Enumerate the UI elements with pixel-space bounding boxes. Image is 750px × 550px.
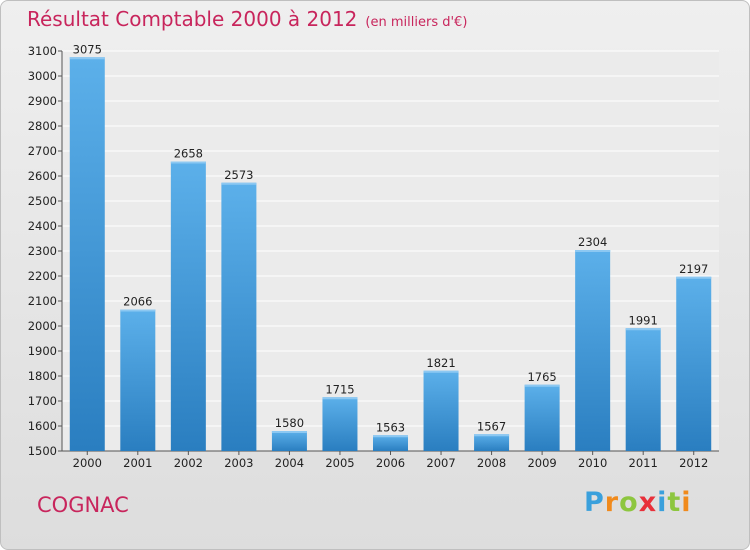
data-label-2003: 2573 — [224, 168, 253, 182]
y-tick-label: 2600 — [28, 169, 57, 183]
data-label-2000: 3075 — [73, 42, 102, 56]
data-label-2010: 2304 — [578, 235, 607, 249]
data-label-2005: 1715 — [325, 382, 354, 396]
y-tick-label: 2900 — [28, 94, 57, 108]
data-label-2009: 1765 — [527, 370, 556, 384]
bar-2011 — [625, 328, 661, 451]
x-tick-label-2002: 2002 — [174, 456, 203, 470]
grid-layer — [62, 50, 719, 452]
y-tick-label: 2400 — [28, 219, 57, 233]
bar-2000 — [69, 57, 105, 451]
bar-highlight — [322, 397, 358, 400]
bar-2002 — [170, 161, 206, 451]
logo-letter: x — [638, 487, 658, 518]
data-label-2007: 1821 — [426, 356, 455, 370]
data-label-2006: 1563 — [376, 420, 405, 434]
bar-2003 — [221, 182, 257, 451]
bar-highlight — [474, 434, 510, 437]
y-tick-label: 1700 — [28, 394, 57, 408]
logo-letter: o — [619, 487, 639, 518]
bar-highlight — [120, 309, 156, 312]
y-tick-label: 2500 — [28, 194, 57, 208]
bar-highlight — [69, 57, 105, 60]
bar-highlight — [221, 182, 257, 185]
y-tick-label: 2000 — [28, 319, 57, 333]
y-tick-label: 1600 — [28, 419, 57, 433]
bar-2009 — [524, 384, 560, 451]
logo-letter: r — [604, 487, 620, 518]
bar-2007 — [423, 370, 459, 451]
label-layer: 3075 2066 2658 2573 1580 1715 1563 1821 1567 1765… — [73, 42, 709, 434]
data-label-2012: 2197 — [679, 262, 708, 276]
bar-layer — [69, 57, 712, 451]
title-text: Résultat Comptable 2000 à 2012 — [27, 7, 358, 31]
y-tick-label: 1500 — [28, 444, 57, 458]
x-tick-label-2003: 2003 — [224, 456, 253, 470]
bar-highlight — [271, 431, 307, 433]
logo-letter: t — [667, 487, 682, 518]
chart-title: Résultat Comptable 2000 à 2012 (en millie… — [27, 7, 467, 31]
bar-highlight — [676, 276, 712, 279]
bar-2010 — [575, 250, 611, 451]
bar-2001 — [120, 309, 156, 451]
x-tick-label-2012: 2012 — [679, 456, 708, 470]
data-label-2002: 2658 — [174, 147, 203, 161]
x-tick-label-2004: 2004 — [275, 456, 304, 470]
data-label-2008: 1567 — [477, 419, 506, 433]
y-tick-label: 2700 — [28, 144, 57, 158]
bar-highlight — [625, 328, 661, 331]
y-tick-label: 2100 — [28, 294, 57, 308]
x-tick-label-2007: 2007 — [426, 456, 455, 470]
data-label-2004: 1580 — [275, 416, 304, 430]
y-tick-label: 2200 — [28, 269, 57, 283]
bar-2006 — [373, 435, 408, 451]
bar-highlight — [524, 384, 560, 387]
title-unit: (en milliers d'€) — [365, 15, 468, 30]
y-tick-label: 1800 — [28, 369, 57, 383]
x-tick-label-2001: 2001 — [123, 456, 152, 470]
data-label-2011: 1991 — [629, 313, 658, 327]
city-name: COGNAC — [37, 493, 129, 517]
y-tick-label: 1900 — [28, 344, 57, 358]
data-label-2001: 2066 — [123, 295, 152, 309]
bar-2012 — [676, 276, 712, 451]
y-tick-label: 2300 — [28, 244, 57, 258]
bar-highlight — [373, 435, 408, 438]
proxiti-logo[interactable]: Proxiti — [584, 487, 692, 518]
bar-highlight — [423, 370, 459, 373]
bar-highlight — [170, 161, 206, 164]
axis-layer: 1500 1600 1700 1800 1900 2000 2100 2200 2300 2400… — [28, 44, 719, 470]
y-tick-label: 3100 — [28, 44, 57, 58]
x-tick-label-2008: 2008 — [477, 456, 506, 470]
x-tick-label-2009: 2009 — [527, 456, 556, 470]
y-tick-label: 2800 — [28, 119, 57, 133]
y-tick-label: 3000 — [28, 69, 57, 83]
logo-letter: P — [584, 487, 605, 518]
x-tick-label-2011: 2011 — [629, 456, 658, 470]
x-tick-label-2006: 2006 — [376, 456, 405, 470]
logo-letter: i — [657, 487, 668, 518]
bar-2004 — [271, 431, 307, 451]
x-tick-label-2005: 2005 — [325, 456, 354, 470]
bar-highlight — [575, 250, 611, 252]
x-tick-label-2010: 2010 — [578, 456, 607, 470]
logo-letter: i — [681, 487, 692, 518]
bar-2005 — [322, 397, 358, 451]
x-tick-label-2000: 2000 — [73, 456, 102, 470]
bar-2008 — [474, 434, 510, 451]
